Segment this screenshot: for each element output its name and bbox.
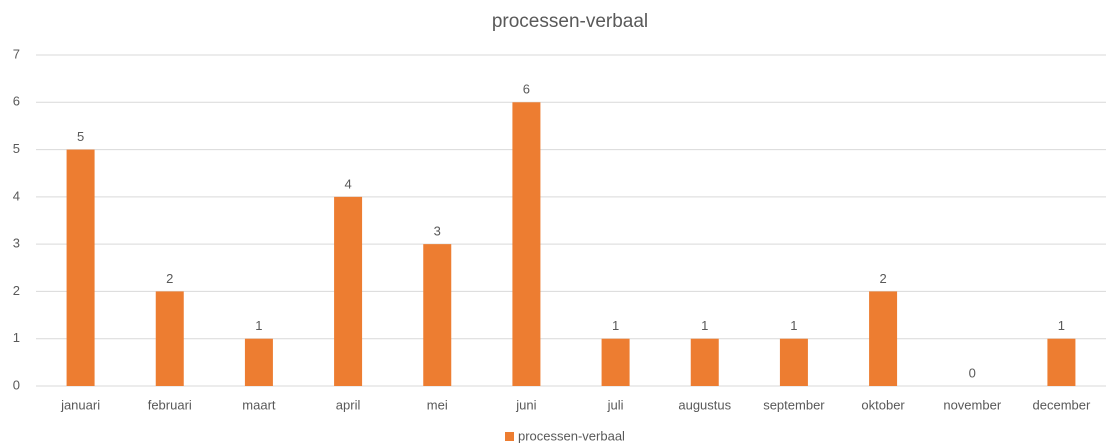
bar	[601, 338, 630, 386]
x-tick-label: december	[1033, 397, 1091, 412]
data-label: 1	[612, 318, 619, 333]
data-label: 4	[344, 176, 351, 191]
bar	[1047, 338, 1076, 386]
x-tick-label: april	[336, 397, 361, 412]
data-label: 0	[969, 365, 976, 380]
data-label: 1	[790, 318, 797, 333]
y-tick-label: 2	[13, 283, 20, 298]
y-tick-label: 4	[13, 188, 20, 203]
bar	[512, 102, 541, 387]
data-label: 1	[701, 318, 708, 333]
data-label: 1	[1058, 318, 1065, 333]
y-tick-label: 7	[13, 46, 20, 61]
legend-label: processen-verbaal	[518, 428, 625, 443]
y-tick-label: 3	[13, 236, 20, 251]
data-label: 3	[434, 224, 441, 239]
data-label: 2	[166, 271, 173, 286]
bar	[334, 196, 363, 386]
y-tick-label: 6	[13, 94, 20, 109]
x-tick-label: februari	[148, 397, 192, 412]
data-label: 5	[77, 129, 84, 144]
bar	[155, 291, 184, 386]
bar	[779, 338, 808, 386]
legend-swatch	[505, 432, 514, 441]
bar	[690, 338, 719, 386]
chart-title: processen-verbaal	[492, 11, 648, 32]
x-tick-label: maart	[242, 397, 276, 412]
data-label: 2	[879, 271, 886, 286]
data-label: 1	[255, 318, 262, 333]
bar	[423, 244, 452, 386]
x-tick-label: januari	[60, 397, 100, 412]
bar	[244, 338, 273, 386]
y-tick-label: 5	[13, 141, 20, 156]
x-tick-label: september	[763, 397, 825, 412]
x-tick-label: juli	[607, 397, 624, 412]
y-tick-label: 0	[13, 377, 20, 392]
data-label: 6	[523, 82, 530, 97]
bar	[869, 291, 898, 386]
bar	[66, 149, 95, 386]
x-tick-label: november	[943, 397, 1001, 412]
x-tick-label: oktober	[861, 397, 905, 412]
x-tick-label: juni	[515, 397, 536, 412]
y-tick-label: 1	[13, 330, 20, 345]
x-tick-label: augustus	[678, 397, 731, 412]
x-tick-label: mei	[427, 397, 448, 412]
